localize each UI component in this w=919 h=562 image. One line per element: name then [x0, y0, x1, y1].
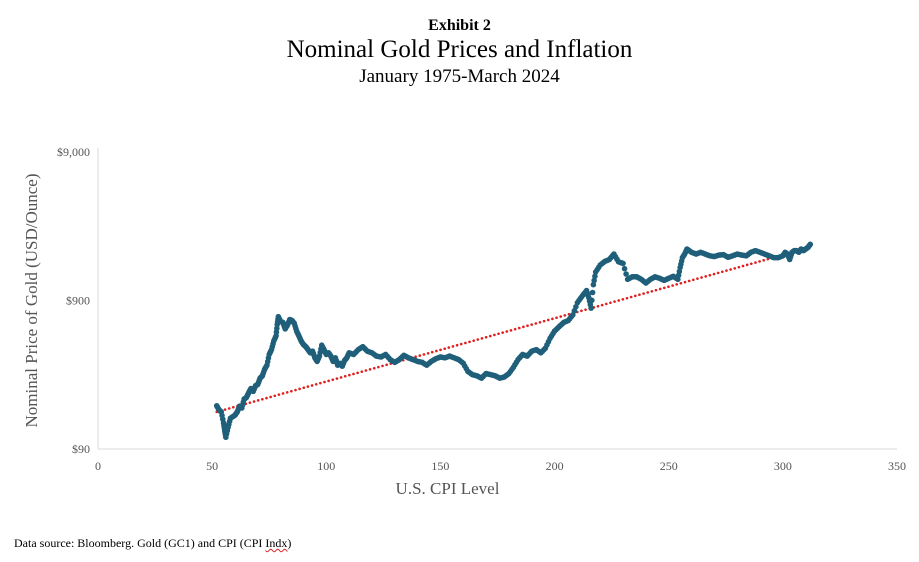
- data-point: [591, 277, 597, 284]
- exhibit-label: Exhibit 2: [428, 17, 491, 34]
- data-point: [590, 281, 597, 288]
- axes: [97, 148, 897, 450]
- x-axis-title: U.S. CPI Level: [396, 479, 500, 498]
- x-tick-label: 0: [95, 459, 101, 473]
- x-tick-label: 300: [774, 459, 792, 473]
- y-tick-label: $9,000: [57, 145, 90, 159]
- data-point: [588, 305, 594, 311]
- trend-line: [215, 246, 812, 414]
- trend-layer: [215, 246, 812, 414]
- data-point: [589, 297, 595, 304]
- data-point: [807, 241, 814, 248]
- chart-title: Nominal Gold Prices and Inflation: [286, 36, 633, 63]
- x-tick-label: 200: [546, 459, 564, 473]
- data-point: [621, 265, 628, 272]
- x-tick-label: 150: [431, 459, 449, 473]
- data-point: [620, 260, 626, 267]
- x-tick-label: 350: [888, 459, 906, 473]
- y-tick-label: $900: [66, 294, 90, 308]
- source-text-end: ): [287, 536, 292, 550]
- data-point: [592, 273, 598, 280]
- chart-subtitle: January 1975-March 2024: [359, 66, 560, 87]
- x-tick-label: 250: [660, 459, 678, 473]
- y-axis-title: Nominal Price of Gold (USD/Ounce): [22, 173, 41, 427]
- points-layer: [213, 241, 814, 441]
- x-tick-label: 50: [206, 459, 218, 473]
- x-tick-label: 100: [317, 459, 335, 473]
- data-source-note: Data source: Bloomberg. Gold (GC1) and C…: [14, 536, 291, 551]
- source-flagged-word: Indx: [265, 536, 288, 550]
- y-tick-label: $90: [72, 442, 90, 456]
- data-point: [623, 271, 629, 277]
- data-point: [589, 289, 596, 296]
- source-text: Data source: Bloomberg. Gold (GC1) and C…: [14, 536, 266, 550]
- labels-layer: 0 50 100 150 200 250 300 350 $90 $900 $9,000 U.S. C…: [22, 145, 906, 498]
